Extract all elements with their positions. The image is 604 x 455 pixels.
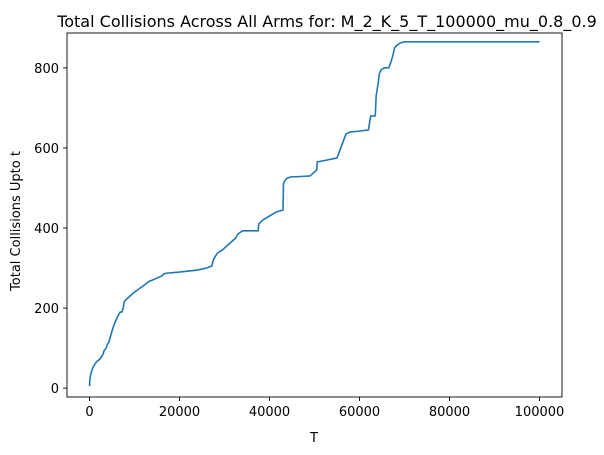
- y-tick-label: 400: [34, 222, 59, 237]
- x-tick-label: 100000: [515, 405, 565, 420]
- x-tick-label: 0: [85, 405, 93, 420]
- y-axis-label: Total Collisions Upto t: [9, 151, 24, 292]
- y-tick-label: 0: [51, 382, 59, 397]
- x-tick-label: 60000: [339, 405, 380, 420]
- y-tick-label: 600: [34, 142, 59, 157]
- x-tick-label: 40000: [249, 405, 290, 420]
- y-tick-label: 800: [34, 62, 59, 77]
- chart-title: Total Collisions Across All Arms for: M_…: [56, 12, 597, 32]
- y-tick-label: 200: [34, 302, 59, 317]
- x-tick-label: 20000: [159, 405, 200, 420]
- x-axis-label: T: [309, 431, 318, 446]
- x-tick-label: 80000: [429, 405, 470, 420]
